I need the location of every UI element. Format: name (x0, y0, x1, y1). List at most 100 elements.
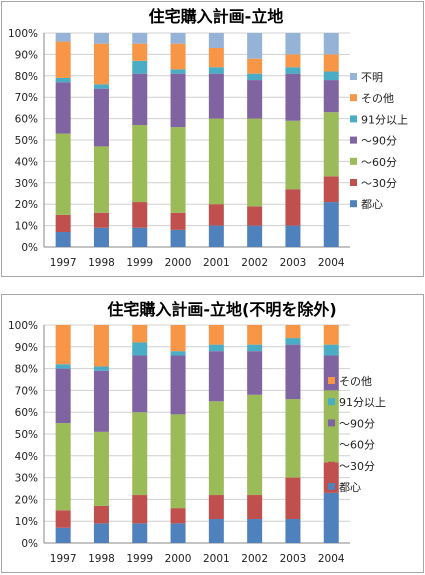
y-tick-label: 20% (15, 199, 38, 211)
bar-segment (323, 325, 339, 345)
bar-segment (132, 355, 148, 413)
bar-segment (208, 33, 224, 48)
bar-segment (247, 206, 263, 226)
x-tick-label: 1997 (50, 553, 77, 565)
bar-segment (170, 355, 186, 415)
bar-segment (208, 344, 224, 352)
bar-segment (285, 67, 301, 74)
y-tick-label: 90% (15, 49, 38, 61)
y-tick-label: 40% (15, 156, 38, 168)
bar-segment (55, 368, 71, 424)
y-tick-label: 70% (15, 385, 38, 397)
bar-segment (247, 394, 263, 496)
bar-segment (93, 146, 109, 213)
x-tick-label: 2001 (203, 257, 230, 269)
y-tick-label: 0% (21, 538, 38, 550)
bar-segment (247, 73, 263, 81)
bar-segment (323, 344, 339, 356)
x-tick-label: 2004 (318, 257, 345, 269)
y-tick-label: 80% (15, 364, 38, 376)
y-tick-label: 30% (15, 473, 38, 485)
legend-swatch (350, 73, 357, 80)
legend-swatch (350, 115, 357, 123)
y-tick-label: 20% (15, 494, 38, 506)
bar-segment (323, 112, 339, 177)
bar-segment (55, 33, 71, 42)
bar-segment (55, 41, 71, 78)
chart-1-title: 住宅購入計画-立地 (149, 7, 284, 26)
legend-label: 91分以上 (339, 396, 386, 409)
x-tick-label: 2000 (165, 257, 192, 269)
y-tick-label: 10% (15, 516, 38, 528)
chart-1-svg: 住宅購入計画-立地 0% 10% 20% 30% 40% 50% 60% 70% 80% 90% 1… (8, 7, 408, 269)
y-tick-label: 100% (8, 320, 38, 332)
x-tick-label: 2003 (280, 257, 307, 269)
bar-segment (170, 127, 186, 213)
legend-label: 不明 (361, 71, 383, 84)
legend-label: ～60分 (361, 156, 397, 169)
bar-segment (55, 423, 71, 511)
legend-swatch (350, 136, 357, 144)
legend-label: ～30分 (339, 460, 375, 473)
bar-segment (208, 325, 224, 345)
bar-segment (55, 364, 71, 369)
legend-label: ～30分 (361, 177, 397, 190)
y-tick-label: 100% (8, 28, 38, 40)
bar-segment (93, 33, 109, 44)
bar-segment (285, 189, 301, 226)
bar-segment (170, 414, 186, 509)
x-tick-label: 2001 (203, 553, 230, 565)
bar-segment (93, 431, 109, 506)
bar-segment (93, 505, 109, 524)
bar-segment (247, 325, 263, 345)
bar-segment (208, 67, 224, 74)
y-tick-label: 80% (15, 71, 38, 83)
bar-segment (208, 401, 224, 496)
bar-segment (208, 519, 224, 543)
bar-segment (132, 495, 148, 524)
bar-segment (323, 71, 339, 81)
bar-segment (285, 325, 301, 339)
y-tick-label: 70% (15, 92, 38, 104)
legend-label: その他 (339, 375, 372, 388)
bar-segment (170, 43, 186, 70)
chart-panel-1: 住宅購入計画-立地 0% 10% 20% 30% 40% 50% 60% 70% 80% 90% 1… (1, 1, 424, 277)
bar-segment (93, 84, 109, 89)
bar-segment (208, 47, 224, 68)
bar-segment (55, 82, 71, 134)
y-tick-label: 50% (15, 429, 38, 441)
bar-segment (170, 69, 186, 74)
bar-segment (93, 212, 109, 228)
bar-segment (132, 33, 148, 44)
x-tick-label: 1998 (88, 553, 115, 565)
x-tick-label: 1999 (126, 553, 153, 565)
bar-segment (285, 120, 301, 190)
x-tick-label: 2000 (165, 553, 192, 565)
bar-segment (93, 370, 109, 432)
bar-segment (55, 214, 71, 233)
bar-segment (93, 325, 109, 367)
bar-segment (323, 202, 339, 247)
bar-segment (132, 342, 148, 356)
bar-segment (323, 54, 339, 72)
y-tick-label: 30% (15, 178, 38, 190)
bar-segment (247, 519, 263, 543)
y-tick-label: 0% (21, 242, 38, 254)
legend-swatch (350, 200, 357, 208)
bar-segment (323, 33, 339, 55)
bar-segment (247, 351, 263, 395)
bar-segment (170, 523, 186, 543)
x-tick-label: 2002 (241, 553, 268, 565)
y-tick-label: 40% (15, 451, 38, 463)
bar-segment (323, 492, 339, 543)
bar-segment (285, 399, 301, 478)
bar-segment (285, 54, 301, 68)
bar-segment (132, 325, 148, 343)
bar-segment (208, 225, 224, 247)
bar-segment (93, 366, 109, 371)
bar-segment (93, 523, 109, 543)
bar-segment (247, 344, 263, 352)
chart-2-svg: 住宅購入計画-立地(不明を除外) 0% 10% 20% 30% 40% 50% 60% 70%… (8, 300, 386, 565)
chart-2-title: 住宅購入計画-立地(不明を除外) (107, 300, 336, 319)
bar-segment (55, 133, 71, 215)
